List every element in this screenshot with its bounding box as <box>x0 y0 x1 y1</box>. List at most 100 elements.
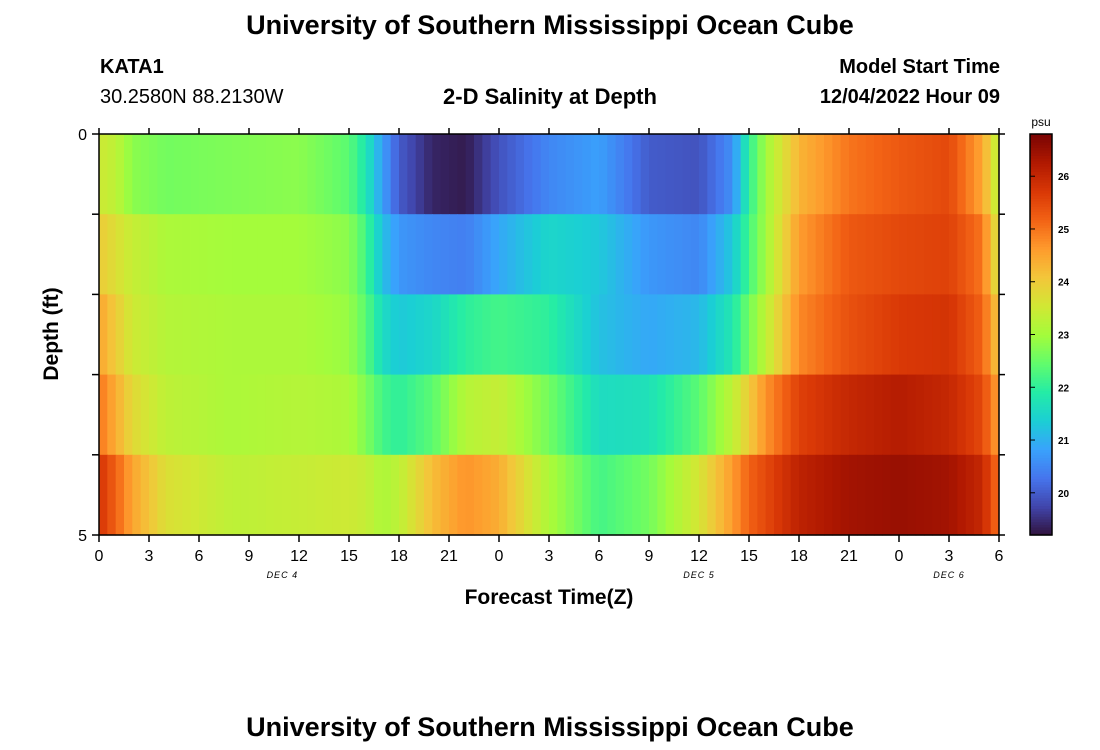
heatmap-cell <box>382 454 392 536</box>
heatmap-cell <box>915 214 925 295</box>
heatmap-cell <box>215 374 225 456</box>
colorbar-swatch <box>1030 494 1052 499</box>
heatmap-cell <box>415 134 425 215</box>
x-tick-label: 3 <box>945 548 954 565</box>
heatmap-cell <box>349 454 358 536</box>
heatmap-cell <box>815 294 825 376</box>
heatmap-cell <box>257 134 267 215</box>
heatmap-cell <box>807 214 817 295</box>
x-tick-label: 12 <box>690 548 708 565</box>
heatmap-cell <box>199 214 208 295</box>
heatmap-cell <box>174 294 183 376</box>
heatmap-cell <box>474 134 483 215</box>
heatmap-cell <box>649 134 658 215</box>
heatmap-cell <box>574 294 583 376</box>
heatmap-cell <box>457 214 467 295</box>
heatmap-cell <box>965 214 975 295</box>
colorbar-swatch <box>1030 478 1052 483</box>
colorbar-swatch <box>1030 513 1052 517</box>
colorbar-swatch <box>1030 401 1052 405</box>
heatmap-cell <box>899 454 908 536</box>
heatmap-cell <box>182 294 192 376</box>
heatmap-cell <box>482 454 492 536</box>
heatmap-cell <box>957 374 967 456</box>
heatmap-cell <box>224 294 233 376</box>
heatmap-cell <box>324 454 333 536</box>
heatmap-cell <box>915 294 925 376</box>
heatmap-cell <box>782 134 792 215</box>
heatmap-cell <box>132 294 142 376</box>
colorbar-swatch <box>1030 446 1052 451</box>
heatmap-cell <box>140 134 150 215</box>
heatmap-cell <box>574 214 583 295</box>
colorbar-tick-label: 22 <box>1058 383 1070 394</box>
colorbar-swatch <box>1030 441 1052 445</box>
colorbar-swatch <box>1030 190 1052 194</box>
heatmap-cell <box>324 374 333 456</box>
heatmap-cell <box>290 294 300 376</box>
colorbar-swatch <box>1030 337 1052 341</box>
colorbar-swatch <box>1030 326 1052 330</box>
y-tick-label: 5 <box>78 528 87 545</box>
heatmap-cell <box>799 374 808 456</box>
heatmap-cell <box>957 134 967 215</box>
heatmap-cell <box>974 374 983 456</box>
y-tick-label: 0 <box>78 127 87 144</box>
heatmap-cell <box>874 294 883 376</box>
colorbar-swatch <box>1030 227 1052 231</box>
heatmap-cell <box>807 374 817 456</box>
heatmap-cell <box>532 134 542 215</box>
colorbar-swatch <box>1030 470 1052 475</box>
heatmap-cell <box>265 374 275 456</box>
heatmap-cell <box>707 294 717 376</box>
heatmap-cell <box>740 454 750 536</box>
heatmap-cell <box>615 134 625 215</box>
heatmap-cell <box>632 454 642 536</box>
heatmap-cell <box>615 294 625 376</box>
heatmap-cell <box>307 294 317 376</box>
colorbar-swatch <box>1030 347 1052 352</box>
heatmap-cell <box>265 214 275 295</box>
heatmap-cell <box>974 454 983 536</box>
colorbar-swatch <box>1030 366 1052 370</box>
heatmap-cell <box>724 374 733 456</box>
y-axis: 05 <box>78 127 1005 545</box>
colorbar-swatch <box>1030 489 1052 493</box>
heatmap-cell <box>874 214 883 295</box>
heatmap-cell <box>974 294 983 376</box>
x-tick-label: 0 <box>895 548 904 565</box>
colorbar-swatch <box>1030 192 1052 197</box>
heatmap-cell <box>490 294 500 376</box>
heatmap-cell <box>682 454 692 536</box>
heatmap-cell <box>374 294 383 376</box>
heatmap-cell <box>715 214 725 295</box>
colorbar-tick-label: 26 <box>1058 172 1070 183</box>
colorbar-swatch <box>1030 532 1052 536</box>
colorbar-swatch <box>1030 286 1052 290</box>
colorbar-swatch <box>1030 481 1052 485</box>
heatmap-cell <box>657 294 667 376</box>
heatmap-cell <box>715 294 725 376</box>
heatmap-cell <box>465 294 475 376</box>
heatmap-cell <box>307 374 317 456</box>
heatmap-cell <box>215 214 225 295</box>
heatmap-cell <box>907 214 917 295</box>
heatmap-cell <box>949 134 958 215</box>
heatmap-cell <box>657 454 667 536</box>
colorbar-swatch <box>1030 281 1052 285</box>
heatmap-cell <box>382 134 392 215</box>
heatmap-cell <box>490 134 500 215</box>
heatmap-cell <box>332 214 342 295</box>
colorbar-swatch <box>1030 454 1052 459</box>
heatmap-cell <box>732 294 742 376</box>
heatmap-cell <box>457 134 467 215</box>
heatmap-cell <box>524 134 533 215</box>
colorbar-swatch <box>1030 171 1052 175</box>
heatmap-cell <box>965 134 975 215</box>
heatmap-cell <box>490 454 500 536</box>
heatmap-cell <box>232 134 242 215</box>
heatmap-cell <box>624 134 633 215</box>
heatmap-cell <box>840 214 850 295</box>
heatmap-cell <box>274 134 283 215</box>
heatmap-cell <box>249 214 258 295</box>
